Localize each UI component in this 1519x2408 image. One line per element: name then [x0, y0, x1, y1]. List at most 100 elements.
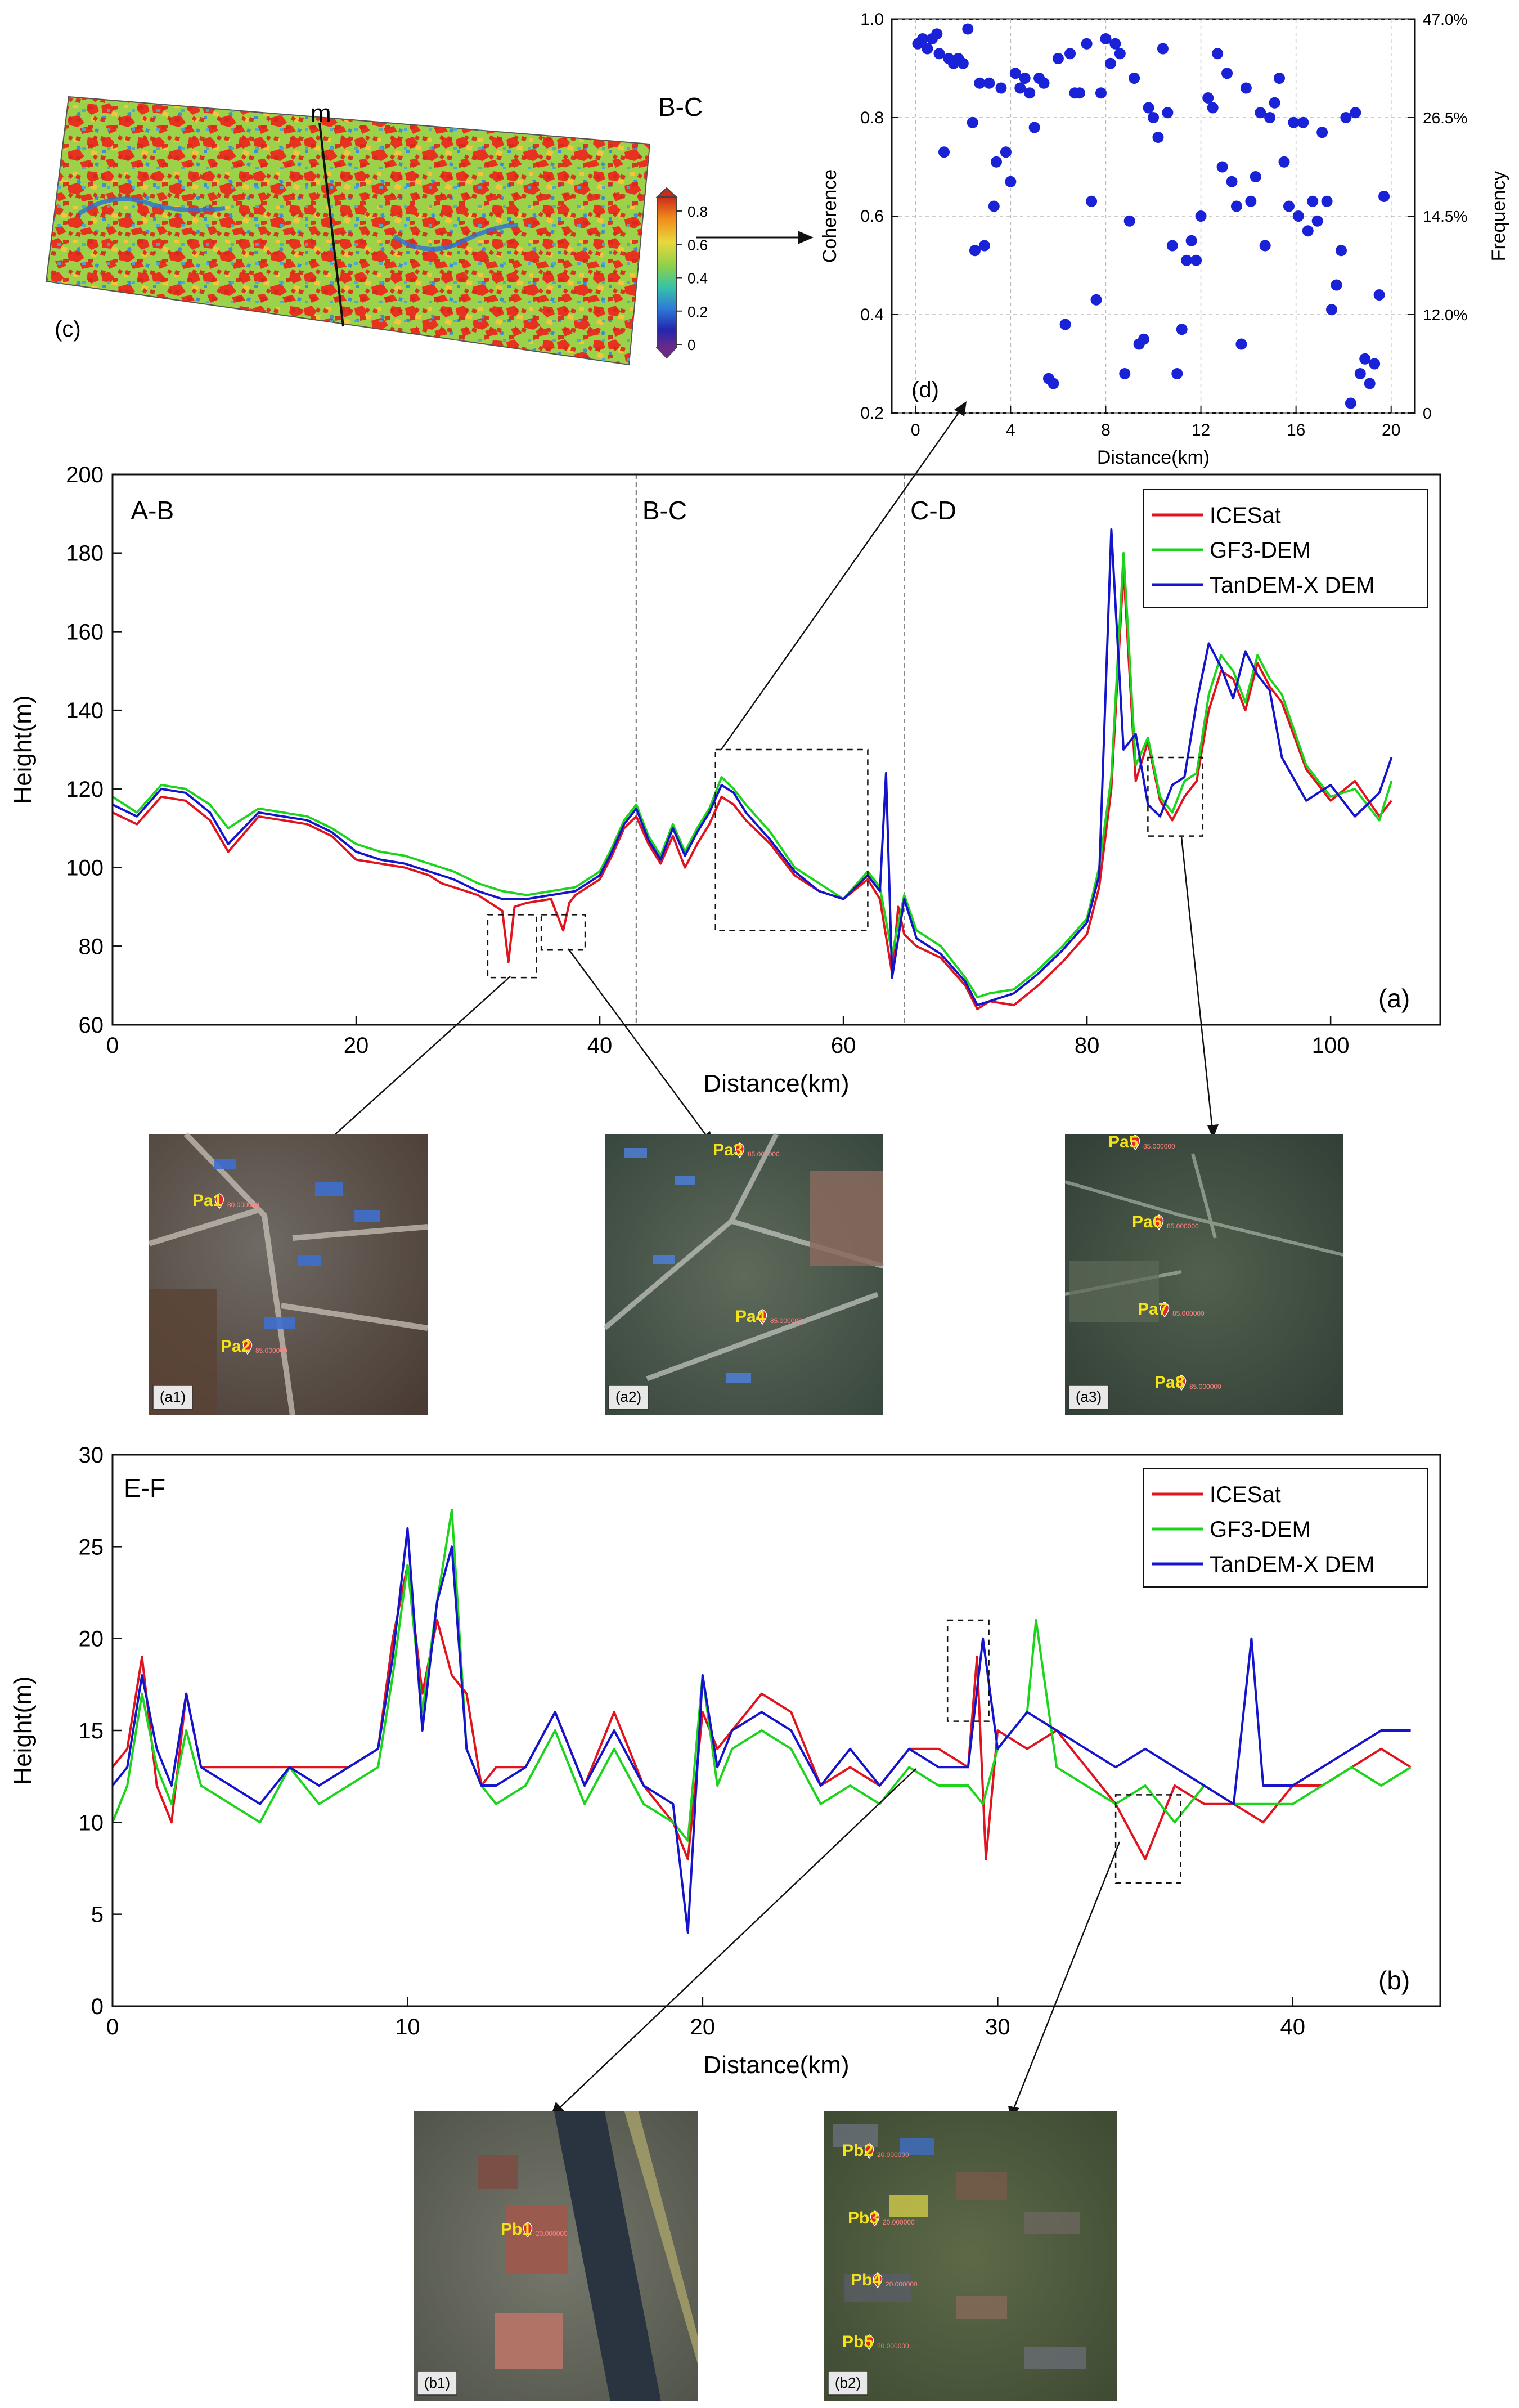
x-tick-label: 20: [690, 2015, 716, 2039]
scatter-point: [1052, 53, 1064, 64]
y-tick-label: 140: [66, 698, 104, 723]
scatter-point: [938, 146, 950, 158]
profile-b-ylabel: Height(m): [9, 1676, 37, 1784]
thumbnail-a3-caption-box: [1068, 1385, 1109, 1410]
scatter-point: [1081, 38, 1093, 50]
scatter-point: [978, 240, 990, 252]
profile-line-m: [318, 122, 344, 327]
zoom-box: [714, 748, 869, 931]
scatter-point: [1207, 102, 1219, 114]
y-tick-label: 10: [79, 1810, 104, 1835]
scatter-point: [1216, 161, 1228, 173]
series-line-icesat: [112, 567, 1392, 1011]
scatter-point: [1024, 87, 1036, 99]
y-tick-label: 30: [79, 1443, 104, 1468]
scatter-point: [1028, 122, 1040, 133]
scatter-point: [1166, 240, 1178, 252]
scatter-y2-tick-label: 26.5%: [1423, 109, 1467, 127]
photo-point-value: 85.000000: [1167, 1222, 1199, 1230]
thumbnail-a1-caption-box: [152, 1385, 193, 1410]
y-tick-label: 15: [79, 1719, 104, 1743]
scatter-point: [1176, 324, 1188, 335]
panel-label-d: (d): [911, 378, 939, 402]
scatter-point: [1274, 73, 1286, 84]
photo-point-name: Pa4: [735, 1307, 766, 1326]
scatter-point: [1364, 378, 1376, 389]
thumbnail-b1-building: [478, 2155, 518, 2189]
thumbnail-a1: (a1): [148, 1132, 428, 1416]
scatter-point: [1038, 77, 1050, 89]
x-tick-label: 20: [344, 1033, 369, 1058]
photo-point-pa3: Pa3 85.000000: [713, 1141, 780, 1159]
colorbar-tick-label: 0.6: [687, 236, 708, 253]
x-tick-label: 0: [106, 2015, 119, 2039]
scatter-point: [1119, 368, 1131, 379]
scatter-point: [1259, 240, 1271, 252]
y-tick-label: 25: [79, 1535, 104, 1559]
callout-arrows-a: [314, 407, 1214, 1153]
scatter-point: [1104, 57, 1116, 69]
x-tick-label: 100: [1312, 1033, 1350, 1058]
scatter-point: [1297, 116, 1309, 128]
scatter-point: [1048, 378, 1059, 389]
scatter-point: [1195, 210, 1207, 222]
photo-point-value: 20.000000: [536, 2230, 568, 2237]
series-line-gf3-dem: [111, 551, 1393, 999]
panel-label-a: (a): [1378, 984, 1410, 1013]
scatter-point: [1005, 176, 1017, 187]
thumbnail-a2-roofs: [624, 1148, 751, 1383]
scatter-y2-tick-label: 47.0%: [1423, 11, 1467, 28]
legend-label: ICESat: [1210, 503, 1281, 528]
scatter-x-tick-label: 8: [1101, 421, 1111, 440]
legend-label: GF3-DEM: [1210, 538, 1311, 563]
scatter-point: [991, 156, 1002, 168]
colorbar: [657, 196, 677, 348]
photo-point-pin: [242, 1339, 253, 1355]
profile-xlabel: Distance(km): [703, 1070, 849, 1097]
panel-d-scatter: 0 4 8 12 16 20 0.2 0.4 0.6 0.8 1.0 0 12.0% 14.5% 26.…: [819, 10, 1509, 468]
thumbnail-a1-roads: [148, 1132, 428, 1416]
photo-point-value: 85.000000: [1172, 1310, 1205, 1317]
segment-label-e-f: E-F: [124, 1473, 165, 1503]
photo-point-name: Pb4: [851, 2271, 882, 2289]
scatter-point: [1264, 112, 1276, 123]
scatter-point: [1073, 87, 1085, 99]
y-tick-label: 200: [66, 463, 104, 487]
photo-point-value: 85.000000: [1189, 1383, 1221, 1391]
photo-point-pin: [523, 2222, 533, 2238]
thumbnail-a1-caption: (a1): [160, 1388, 186, 1405]
scatter-point: [1359, 353, 1371, 365]
scatter-point: [1129, 73, 1140, 84]
scatter-point: [995, 82, 1007, 94]
colorbar-tick-label: 0.2: [687, 303, 708, 320]
scatter-point: [1143, 102, 1154, 114]
thumbnail-b2: (b2): [824, 2111, 1117, 2401]
scatter-point: [1212, 48, 1224, 60]
photo-point-value: 20.000000: [877, 2151, 909, 2159]
scatter-point: [1369, 358, 1381, 370]
scatter-point: [1123, 215, 1135, 227]
scatter-point: [1307, 195, 1319, 207]
scatter-point: [967, 116, 978, 128]
scatter-y-tick-label: 0.6: [860, 207, 884, 226]
scatter-point: [1157, 43, 1169, 55]
photo-point-pb4: Pb4 20.000000: [851, 2271, 918, 2289]
scatter-point: [1114, 48, 1126, 60]
scatter-point: [1059, 319, 1071, 330]
legend: ICESat GF3-DEM TanDEM-X DEM: [1143, 489, 1428, 608]
scatter-point: [1230, 200, 1242, 212]
profile-b-y-ticks: 0 5 10 15 20 25 30: [79, 1443, 122, 2019]
thumbnail-b1-road: [624, 2111, 698, 2364]
scatter-point: [983, 77, 995, 89]
thumbnail-b1: (b1): [414, 2111, 698, 2401]
scatter-point: [1354, 368, 1366, 379]
coherence-map-river: [77, 196, 518, 252]
photo-point-pin: [214, 1193, 224, 1209]
series-line-tandem-x-dem: [111, 1527, 1411, 1934]
scatter-point: [1335, 245, 1347, 257]
series-line-gf3-dem: [111, 1509, 1412, 1842]
scatter-point: [1171, 368, 1183, 379]
thumbnail-b2-blocks: [833, 2124, 1086, 2369]
scatter-y2-tick-label: 14.5%: [1423, 208, 1467, 225]
